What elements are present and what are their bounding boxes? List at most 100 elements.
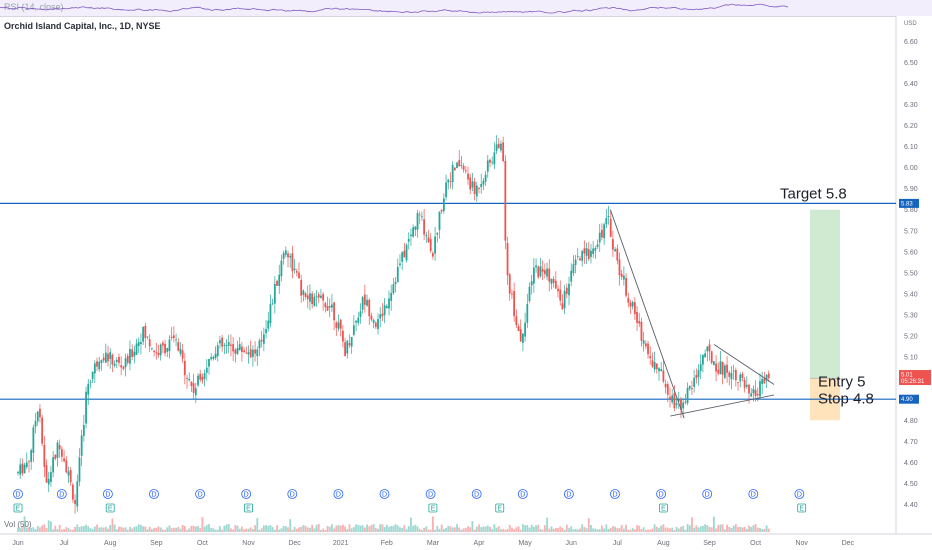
candle-body[interactable] (664, 383, 667, 388)
candle-body[interactable] (352, 325, 355, 335)
candle-body[interactable] (282, 253, 285, 259)
candle-body[interactable] (489, 159, 491, 163)
candle-body[interactable] (732, 370, 735, 372)
candle-body[interactable] (609, 218, 612, 237)
candle-body[interactable] (115, 359, 118, 362)
candle-body[interactable] (504, 160, 507, 241)
candle-body[interactable] (467, 173, 469, 180)
candle-body[interactable] (221, 337, 224, 347)
dividend-marker[interactable] (563, 489, 574, 499)
candle-body[interactable] (478, 187, 480, 189)
candle-body[interactable] (74, 499, 76, 505)
candle-body[interactable] (625, 277, 627, 296)
candle-body[interactable] (71, 484, 74, 500)
candle-body[interactable] (636, 312, 638, 323)
candle-body[interactable] (241, 346, 243, 353)
earnings-marker[interactable] (105, 503, 115, 513)
candle-body[interactable] (396, 266, 399, 283)
candle-body[interactable] (754, 389, 757, 396)
earnings-marker[interactable] (797, 503, 807, 513)
candle-body[interactable] (212, 356, 215, 359)
candle-body[interactable] (537, 266, 540, 278)
candle-body[interactable] (43, 445, 46, 467)
candle-body[interactable] (508, 274, 511, 294)
candle-body[interactable] (331, 304, 333, 308)
candle-body[interactable] (726, 364, 728, 373)
candle-body[interactable] (605, 217, 608, 225)
candle-body[interactable] (649, 356, 652, 359)
candle-body[interactable] (129, 349, 131, 364)
candle-body[interactable] (653, 362, 656, 370)
candle-body[interactable] (58, 445, 61, 450)
candle-body[interactable] (260, 339, 263, 342)
candle-body[interactable] (614, 249, 617, 252)
candle-body[interactable] (684, 401, 687, 403)
candle-body[interactable] (469, 177, 472, 190)
candle-body[interactable] (219, 340, 221, 344)
candle-body[interactable] (370, 315, 373, 320)
earnings-marker[interactable] (13, 503, 23, 513)
candle-body[interactable] (39, 408, 41, 418)
candle-body[interactable] (451, 165, 454, 183)
candle-body[interactable] (550, 278, 553, 284)
candle-body[interactable] (618, 259, 621, 276)
candle-body[interactable] (658, 368, 660, 372)
candle-body[interactable] (85, 391, 87, 424)
candle-body[interactable] (258, 340, 261, 349)
candle-body[interactable] (561, 303, 564, 310)
dividend-marker[interactable] (287, 489, 298, 499)
candle-body[interactable] (113, 363, 116, 366)
candle-body[interactable] (361, 297, 364, 310)
candle-body[interactable] (379, 314, 382, 319)
candle-body[interactable] (153, 350, 156, 353)
candle-body[interactable] (723, 365, 726, 378)
candle-body[interactable] (759, 381, 761, 397)
candle-body[interactable] (414, 226, 417, 230)
candle-body[interactable] (350, 336, 353, 347)
candle-body[interactable] (662, 370, 665, 382)
candle-body[interactable] (197, 375, 199, 386)
candle-body[interactable] (322, 294, 325, 301)
candle-body[interactable] (429, 239, 432, 251)
candle-body[interactable] (251, 349, 254, 357)
candle-body[interactable] (691, 388, 693, 390)
candle-body[interactable] (284, 250, 287, 255)
candle-body[interactable] (491, 161, 494, 163)
dividend-marker[interactable] (748, 489, 759, 499)
candle-body[interactable] (91, 371, 94, 379)
candle-body[interactable] (313, 296, 316, 307)
candle-body[interactable] (598, 232, 601, 243)
candle-body[interactable] (671, 395, 674, 403)
candle-body[interactable] (208, 359, 210, 367)
candle-body[interactable] (317, 294, 320, 298)
candle-body[interactable] (122, 366, 125, 369)
candle-body[interactable] (427, 237, 430, 243)
candle-body[interactable] (473, 181, 476, 195)
candle-body[interactable] (543, 270, 546, 275)
candle-body[interactable] (719, 361, 722, 375)
candle-body[interactable] (390, 292, 393, 301)
candle-body[interactable] (627, 297, 630, 303)
candle-body[interactable] (434, 236, 436, 254)
candle-body[interactable] (214, 353, 217, 358)
candle-body[interactable] (131, 349, 134, 357)
candle-body[interactable] (416, 213, 419, 230)
candle-body[interactable] (763, 378, 766, 384)
candle-body[interactable] (715, 363, 717, 372)
candle-body[interactable] (425, 234, 428, 237)
candle-body[interactable] (293, 268, 296, 271)
trendline[interactable] (713, 344, 775, 385)
candle-body[interactable] (651, 360, 654, 367)
candle-body[interactable] (453, 167, 456, 171)
candle-body[interactable] (464, 170, 467, 172)
candle-body[interactable] (80, 435, 83, 456)
candle-body[interactable] (497, 143, 500, 149)
candle-body[interactable] (704, 353, 707, 358)
candle-body[interactable] (699, 364, 702, 371)
dividend-marker[interactable] (517, 489, 528, 499)
candle-body[interactable] (216, 345, 219, 357)
candle-body[interactable] (366, 299, 368, 306)
candle-body[interactable] (269, 304, 272, 324)
candle-body[interactable] (256, 349, 259, 357)
dividend-marker[interactable] (56, 489, 67, 499)
